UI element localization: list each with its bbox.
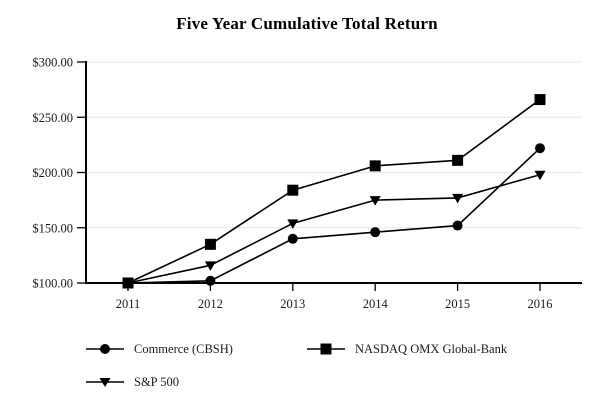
data-point-square xyxy=(369,160,381,172)
data-point-triangle xyxy=(369,196,381,206)
data-point-circle xyxy=(452,220,463,231)
data-point-triangle xyxy=(204,261,216,271)
x-axis-label: 2013 xyxy=(280,297,305,311)
chart-title: Five Year Cumulative Total Return xyxy=(176,14,438,33)
series-line-circle xyxy=(127,147,541,284)
series-line-triangle-down xyxy=(127,173,541,284)
legend-label: S&P 500 xyxy=(134,374,180,389)
y-axis-label: $250.00 xyxy=(32,111,73,125)
data-point-square xyxy=(287,184,299,196)
x-axis-label: 2015 xyxy=(445,297,470,311)
data-point-square xyxy=(204,238,216,250)
data-point-triangle xyxy=(452,193,464,204)
y-axis-label: $100.00 xyxy=(32,277,73,291)
y-axis-label: $300.00 xyxy=(32,56,73,70)
legend-marker-circle xyxy=(86,344,124,354)
legend-item-commerce: Commerce (CBSH) xyxy=(85,340,233,358)
data-point-triangle xyxy=(122,279,134,289)
legend-label: NASDAQ OMX Global-Bank xyxy=(355,341,508,356)
legend-item-nasdaq: NASDAQ OMX Global-Bank xyxy=(306,340,507,358)
data-point-triangle xyxy=(534,170,546,181)
data-point-circle xyxy=(535,143,545,154)
x-axis-label: 2012 xyxy=(198,297,223,311)
data-point-circle xyxy=(370,227,381,238)
y-axis-label: $150.00 xyxy=(32,221,73,235)
data-point-circle xyxy=(205,275,216,286)
y-axis-label: $200.00 xyxy=(32,166,73,180)
data-point-circle xyxy=(287,233,298,244)
x-axis-label: 2011 xyxy=(116,297,141,311)
series-line-square xyxy=(127,98,541,284)
x-axis-label: 2014 xyxy=(363,297,389,311)
data-point-square xyxy=(452,154,464,166)
data-point-square xyxy=(534,94,546,106)
legend-item-sp500: S&P 500 xyxy=(85,373,179,391)
legend-marker-square xyxy=(307,343,345,355)
chart-canvas: $100.00 $150.00 $200.00 $250.00 $300.00 2011 2… xyxy=(32,56,582,311)
legend-label: Commerce (CBSH) xyxy=(134,341,233,356)
data-point-triangle xyxy=(287,219,299,229)
x-axis-label: 2016 xyxy=(528,297,553,311)
legend-marker-triangle xyxy=(86,378,124,387)
